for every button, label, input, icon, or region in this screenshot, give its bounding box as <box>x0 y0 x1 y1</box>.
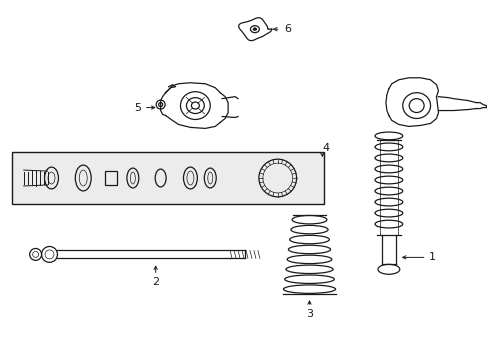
Bar <box>12 152 324 204</box>
Text: 6: 6 <box>284 24 291 34</box>
Bar <box>105 171 117 185</box>
Text: 4: 4 <box>322 143 329 153</box>
Text: 1: 1 <box>427 252 435 262</box>
Text: 2: 2 <box>152 277 159 287</box>
Ellipse shape <box>252 28 256 31</box>
Text: 3: 3 <box>305 309 312 319</box>
Text: 5: 5 <box>134 103 141 113</box>
